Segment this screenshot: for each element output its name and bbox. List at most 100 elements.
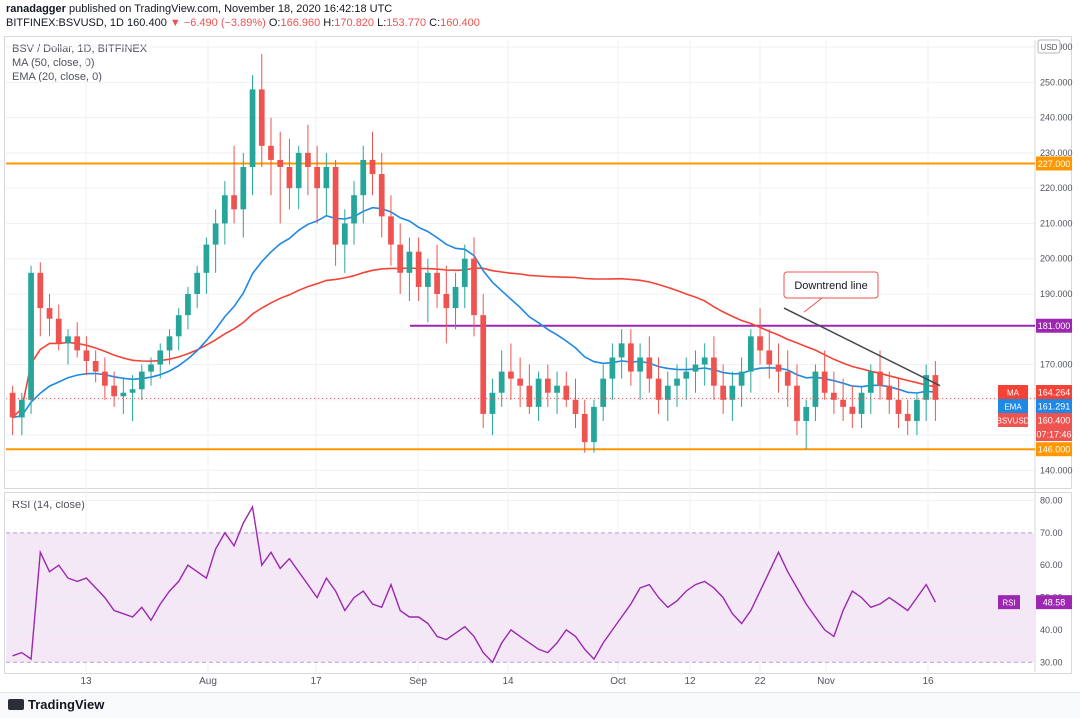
candle bbox=[148, 357, 154, 386]
y-tick-label: 240.000 bbox=[1040, 113, 1073, 123]
candle bbox=[664, 371, 671, 421]
candle-body bbox=[148, 364, 154, 372]
candle bbox=[268, 117, 274, 196]
countdown-value: 07:17:46 bbox=[1036, 430, 1071, 440]
candle bbox=[55, 304, 62, 351]
currency-badge bbox=[1037, 39, 1061, 54]
candle-body bbox=[74, 336, 81, 351]
candle bbox=[415, 237, 422, 302]
low-label: L: bbox=[377, 17, 387, 29]
legend-title: BSV / Dollar, 1D, BITFINEX bbox=[12, 43, 148, 55]
candle-body bbox=[9, 392, 16, 418]
candle bbox=[711, 336, 717, 400]
candle bbox=[563, 371, 570, 407]
x-tick-label: Nov bbox=[817, 676, 835, 687]
ema-name-tag bbox=[998, 399, 1028, 413]
ma-name: MA bbox=[1007, 389, 1020, 398]
candle-body bbox=[904, 413, 911, 421]
candle bbox=[701, 343, 708, 386]
candle bbox=[397, 223, 404, 294]
candle bbox=[877, 350, 883, 400]
x-tick-label: Oct bbox=[610, 676, 626, 687]
candle-body bbox=[461, 258, 468, 287]
candle bbox=[766, 329, 773, 379]
candle-body bbox=[295, 152, 302, 189]
footer-brand: TradingView bbox=[28, 697, 105, 712]
last-price-name: BSVUSD bbox=[997, 417, 1030, 426]
last-price-name-tag bbox=[998, 413, 1028, 427]
candle bbox=[904, 399, 911, 436]
candle bbox=[554, 371, 560, 414]
symbol-info: BITFINEX:BSVUSD, 1D 160.400 ▼ −6.490 (−3… bbox=[6, 17, 480, 29]
candle-body bbox=[674, 378, 680, 386]
tradingview-logo[interactable]: TradingView bbox=[8, 697, 104, 712]
candle-body bbox=[314, 166, 320, 189]
candle-body bbox=[351, 195, 357, 224]
candle-body bbox=[517, 378, 523, 386]
candle-body bbox=[563, 385, 570, 400]
x-tick-label: Sep bbox=[409, 676, 427, 687]
currency-badge-label: USD bbox=[1041, 43, 1058, 52]
rsi-name: RSI bbox=[1002, 599, 1015, 608]
candle bbox=[784, 350, 791, 407]
rsi-value-tag bbox=[1036, 595, 1072, 610]
candle bbox=[65, 329, 71, 365]
candle-body bbox=[240, 166, 247, 210]
candle-body bbox=[747, 336, 754, 372]
candle bbox=[452, 272, 459, 330]
candle bbox=[618, 329, 625, 379]
legend-ma[interactable]: MA (50, close, 0) bbox=[12, 57, 95, 69]
last-price-value-tag bbox=[1036, 413, 1072, 427]
candle bbox=[434, 244, 440, 309]
candle bbox=[111, 371, 117, 407]
candle bbox=[517, 357, 523, 407]
author-name[interactable]: ranadagger bbox=[6, 3, 66, 15]
candle-body bbox=[286, 166, 293, 189]
candle bbox=[794, 364, 800, 436]
candle bbox=[609, 343, 616, 400]
candle bbox=[674, 364, 680, 407]
legend-rsi[interactable]: RSI (14, close) bbox=[12, 499, 85, 511]
candle bbox=[129, 375, 136, 421]
y-tick-label: 210.000 bbox=[1040, 218, 1073, 228]
publish-date: published on TradingView.com, November 1… bbox=[68, 3, 393, 15]
candle-body bbox=[175, 315, 182, 337]
candle-body bbox=[360, 159, 367, 196]
candle-body bbox=[157, 350, 164, 365]
candle-body bbox=[305, 152, 311, 167]
candle-body bbox=[554, 385, 560, 393]
candle-body bbox=[111, 385, 117, 397]
candle bbox=[378, 152, 385, 238]
candle bbox=[443, 265, 450, 344]
candle-body bbox=[729, 385, 736, 400]
candle-body bbox=[138, 371, 145, 390]
candle bbox=[240, 152, 247, 238]
candle-body bbox=[83, 350, 90, 362]
x-tick-label: 22 bbox=[754, 676, 766, 687]
candle bbox=[351, 181, 357, 245]
publish-info: ranadagger published on TradingView.com,… bbox=[6, 3, 392, 15]
x-tick-label: 14 bbox=[502, 676, 514, 687]
candle-body bbox=[591, 406, 597, 443]
candle-body bbox=[55, 318, 62, 344]
candle-body bbox=[794, 385, 800, 421]
candle-body bbox=[932, 375, 939, 400]
candle-body bbox=[129, 389, 136, 393]
candle bbox=[314, 145, 320, 224]
legend-ema[interactable]: EMA (20, close, 0) bbox=[12, 71, 102, 83]
candle bbox=[28, 265, 34, 414]
candle-body bbox=[185, 293, 191, 316]
candle-body bbox=[840, 399, 846, 407]
candle-body bbox=[203, 244, 210, 273]
y-tick-label: 170.000 bbox=[1040, 360, 1073, 370]
chart-canvas[interactable]: 13Aug17Sep14Oct1222Nov16140.000150.00016… bbox=[0, 0, 1080, 692]
annotation-pointer bbox=[803, 297, 823, 313]
ma-value-tag bbox=[1036, 385, 1072, 399]
candle bbox=[295, 145, 302, 210]
candle bbox=[46, 293, 53, 337]
candle bbox=[471, 237, 477, 337]
level-tag-label: 181.000 bbox=[1038, 321, 1071, 331]
chart-header: ranadagger published on TradingView.com,… bbox=[0, 0, 1080, 40]
candle bbox=[305, 124, 311, 196]
candle bbox=[508, 343, 514, 400]
